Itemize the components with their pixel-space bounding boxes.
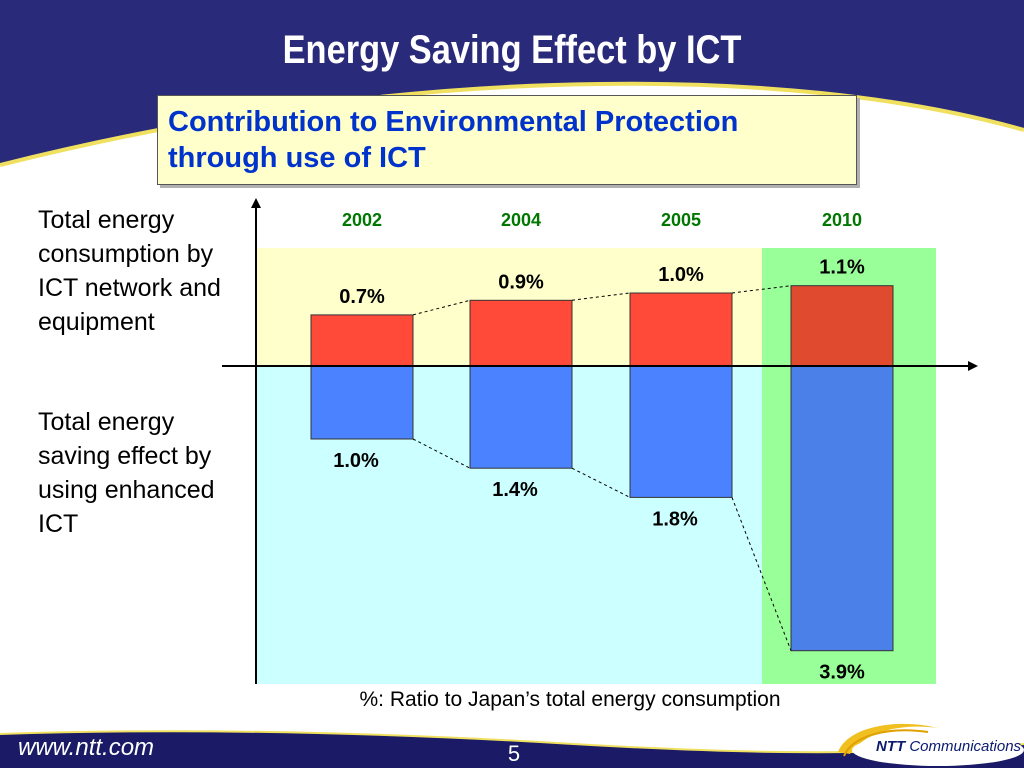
- consumption-value-2010: 1.1%: [819, 257, 865, 279]
- year-label-2002: 2002: [342, 210, 382, 230]
- brand-wordmark: NTT Communications: [876, 738, 1021, 755]
- saving-value-2004: 1.4%: [492, 479, 538, 501]
- saving-value-2005: 1.8%: [652, 508, 698, 530]
- slide-title: Energy Saving Effect by ICT: [282, 28, 742, 72]
- consumption-value-2004: 0.9%: [498, 271, 544, 293]
- year-label-2005: 2005: [661, 210, 701, 230]
- saving-bar-2010: [790, 365, 894, 652]
- consumption-bar-2002: [310, 314, 414, 367]
- page-number: 5: [507, 741, 521, 766]
- subtitle-text: Contribution to Environmental Protection…: [168, 106, 739, 174]
- footer-url[interactable]: www.ntt.com: [18, 734, 155, 761]
- trend-line-top: [412, 299, 471, 316]
- consumption-bar-2004: [469, 299, 573, 367]
- year-label-2004: 2004: [501, 210, 541, 230]
- consumption-bar-2005: [629, 292, 733, 367]
- brand-name: NTT: [876, 738, 906, 755]
- saving-bar-2005: [629, 365, 733, 498]
- brand-suffix: Communications: [909, 738, 1022, 755]
- saving-effect-label: Total energy saving effect by using enha…: [38, 408, 215, 538]
- saving-bar-2004: [469, 365, 573, 469]
- subtitle-box: Contribution to Environmental Protection…: [157, 95, 857, 185]
- footnote: %: Ratio to Japan’s total energy consump…: [359, 688, 781, 711]
- trend-line-top: [731, 285, 792, 294]
- trend-line-bottom: [571, 467, 631, 498]
- saving-bar-2002: [310, 365, 414, 440]
- trend-line-top: [571, 292, 631, 301]
- consumption-value-2002: 0.7%: [339, 286, 385, 308]
- consumption-label: Total energy consumption by ICT network …: [38, 206, 221, 336]
- year-label-2010: 2010: [822, 210, 862, 230]
- consumption-bar-2010: [790, 285, 894, 367]
- saving-value-2002: 1.0%: [333, 450, 379, 472]
- brand-logo: [838, 723, 1024, 766]
- trend-line-bottom: [412, 438, 471, 469]
- consumption-value-2005: 1.0%: [658, 264, 704, 286]
- saving-value-2010: 3.9%: [819, 662, 865, 684]
